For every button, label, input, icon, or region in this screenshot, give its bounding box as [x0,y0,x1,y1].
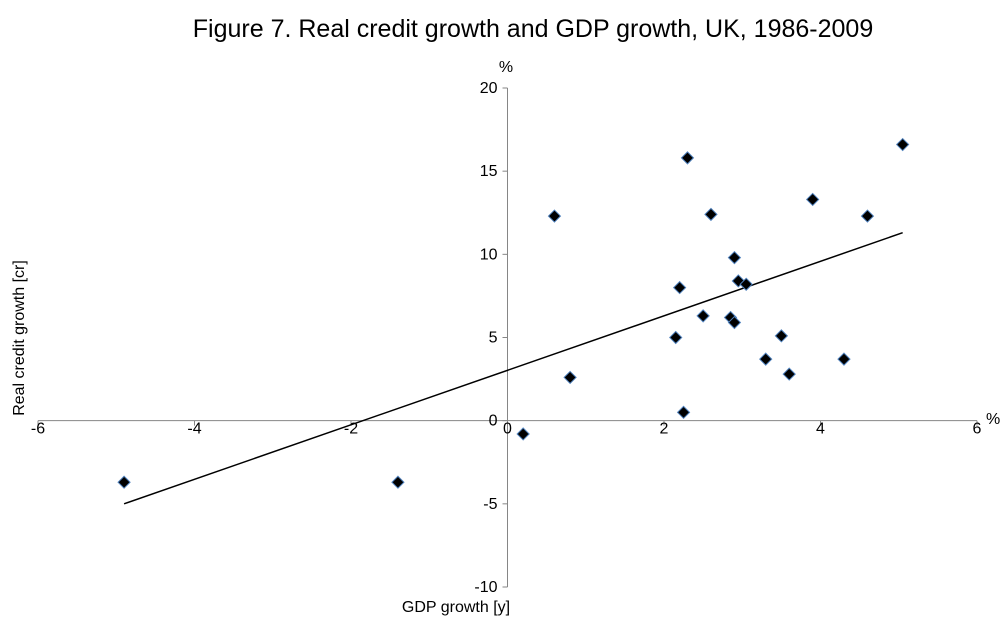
data-point [727,315,742,330]
x-axis-label: GDP growth [y] [402,599,510,616]
trendline-group [123,232,903,505]
y-tick-label: -5 [483,496,497,513]
data-point [860,209,875,223]
data-point [563,370,577,385]
trendline [123,232,903,505]
data-point [739,277,753,291]
data-point [837,352,851,366]
data-point [680,151,695,165]
x-tick-label: -6 [31,421,45,438]
x-axis-unit: % [986,411,1000,428]
y-tick-label: -10 [474,579,497,596]
axes: -6 -4 -2 0 2 4 6 -10 -5 0 5 10 15 20 [31,80,982,596]
data-point [547,209,562,223]
data-point [391,475,405,489]
data-point [759,352,773,366]
data-point [669,330,683,345]
y-axis-unit: % [499,59,513,76]
chart-title: Figure 7. Real credit growth and GDP gro… [193,15,873,43]
data-point [516,427,530,441]
y-axis-label: Real credit growth [cr] [11,260,28,416]
data-point [805,192,820,207]
x-tick-label: -2 [344,421,358,438]
data-point [696,309,710,323]
x-tick-label: -4 [187,421,201,438]
data-point [727,250,742,265]
data-point [704,207,718,222]
data-point [672,280,687,295]
data-point [782,367,796,381]
y-tick-label: 5 [489,330,498,347]
data-point [895,137,910,152]
x-tick-label: 0 [503,421,512,438]
data-point [774,329,789,343]
y-tick-label: 15 [480,163,498,180]
x-tick-label: 6 [973,421,982,438]
data-point [676,405,691,420]
x-tick-label: 2 [660,421,669,438]
y-tick-label: 0 [489,413,498,430]
x-tick-label: 4 [816,421,825,438]
data-points [117,137,910,489]
y-tick-label: 20 [480,80,498,97]
y-tick-label: 10 [480,246,498,263]
data-point [117,475,131,489]
